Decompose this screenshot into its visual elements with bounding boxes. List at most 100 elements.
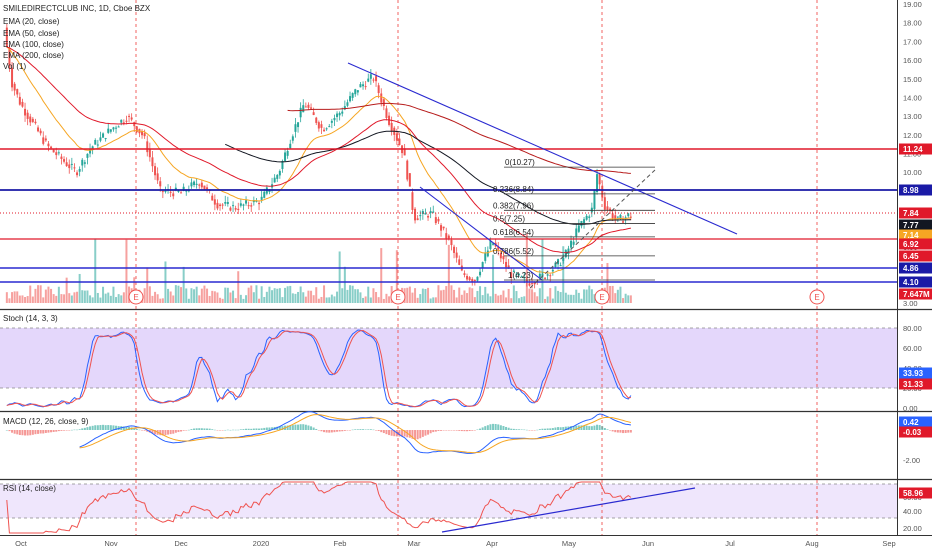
candle-body[interactable]	[531, 283, 534, 285]
candle-body[interactable]	[263, 191, 266, 198]
candle-body[interactable]	[239, 203, 242, 206]
candle-body[interactable]	[606, 206, 609, 210]
candle-body[interactable]	[588, 216, 591, 218]
candle-body[interactable]	[559, 265, 562, 267]
candle-body[interactable]	[304, 106, 307, 108]
candle-body[interactable]	[458, 259, 461, 265]
candle-body[interactable]	[510, 272, 513, 278]
candle-body[interactable]	[245, 200, 248, 204]
projection-dashed[interactable]	[529, 169, 656, 289]
candle-body[interactable]	[310, 107, 313, 109]
candle-body[interactable]	[297, 122, 300, 128]
candle-body[interactable]	[177, 190, 180, 192]
candle-body[interactable]	[94, 139, 97, 145]
earnings-badge[interactable]: E	[390, 289, 406, 305]
candle-body[interactable]	[193, 181, 196, 186]
candle-body[interactable]	[603, 197, 606, 210]
candle-body[interactable]	[520, 276, 523, 278]
earnings-badge[interactable]: E	[128, 289, 144, 305]
candle-body[interactable]	[281, 160, 284, 169]
candle-body[interactable]	[453, 246, 456, 253]
candle-body[interactable]	[473, 279, 476, 282]
candle-body[interactable]	[622, 221, 625, 223]
candle-body[interactable]	[198, 184, 201, 186]
candle-body[interactable]	[432, 211, 435, 213]
candle-body[interactable]	[484, 253, 487, 261]
candle-body[interactable]	[364, 86, 367, 88]
candle-body[interactable]	[109, 129, 112, 132]
candle-body[interactable]	[583, 219, 586, 224]
candle-body[interactable]	[367, 78, 370, 82]
candle-body[interactable]	[151, 157, 154, 167]
candle-body[interactable]	[195, 183, 198, 185]
candle-body[interactable]	[26, 112, 29, 119]
candle-body[interactable]	[505, 261, 508, 268]
candle-body[interactable]	[31, 118, 34, 122]
candle-body[interactable]	[73, 167, 76, 169]
candle-body[interactable]	[419, 215, 422, 217]
candle-body[interactable]	[336, 113, 339, 117]
candle-body[interactable]	[206, 187, 209, 190]
candle-body[interactable]	[21, 101, 24, 107]
time-axis[interactable]: Oct Nov Dec 2020 Feb Mar Apr May Jun Jul Aug Sep	[15, 539, 896, 548]
candle-body[interactable]	[148, 148, 151, 158]
candle-body[interactable]	[546, 274, 549, 276]
candle-body[interactable]	[585, 215, 588, 220]
stoch-k-line[interactable]	[6, 329, 632, 408]
candle-body[interactable]	[260, 196, 263, 200]
candle-body[interactable]	[343, 106, 346, 110]
candle-body[interactable]	[164, 190, 167, 192]
candle-body[interactable]	[180, 192, 183, 194]
ema200-line[interactable]	[287, 102, 631, 174]
candle-body[interactable]	[544, 277, 547, 279]
candle-body[interactable]	[234, 208, 237, 210]
candle-body[interactable]	[307, 104, 310, 108]
candle-body[interactable]	[572, 241, 575, 245]
candle-body[interactable]	[624, 217, 627, 219]
candle-body[interactable]	[323, 129, 326, 132]
candle-body[interactable]	[5, 27, 8, 47]
candle-body[interactable]	[224, 202, 227, 204]
candle-body[interactable]	[154, 166, 157, 176]
candle-body[interactable]	[11, 67, 14, 88]
candle-body[interactable]	[315, 117, 318, 123]
candle-body[interactable]	[349, 96, 352, 102]
rsi-line[interactable]	[6, 481, 632, 534]
candle-body[interactable]	[13, 83, 16, 91]
candle-body[interactable]	[338, 113, 341, 116]
candle-body[interactable]	[354, 89, 357, 95]
earnings-badge[interactable]: E	[809, 289, 825, 305]
candle-body[interactable]	[408, 173, 411, 187]
downtrend-line-2[interactable]	[419, 186, 543, 281]
candle-body[interactable]	[104, 138, 107, 140]
candle-body[interactable]	[24, 108, 27, 116]
candle-body[interactable]	[447, 235, 450, 239]
candle-body[interactable]	[185, 190, 188, 192]
candle-body[interactable]	[346, 102, 349, 106]
candle-body[interactable]	[130, 117, 133, 120]
candle-body[interactable]	[320, 124, 323, 128]
candle-body[interactable]	[619, 214, 622, 219]
candle-body[interactable]	[200, 182, 203, 188]
candle-body[interactable]	[333, 117, 336, 121]
candle-body[interactable]	[523, 277, 526, 279]
candle-body[interactable]	[60, 156, 63, 159]
candle-body[interactable]	[42, 137, 45, 144]
candle-body[interactable]	[65, 162, 68, 167]
candle-body[interactable]	[276, 175, 279, 179]
candle-body[interactable]	[411, 192, 414, 210]
candle-body[interactable]	[549, 275, 552, 277]
candle-body[interactable]	[362, 84, 365, 87]
candle-body[interactable]	[414, 208, 417, 221]
candle-body[interactable]	[502, 256, 505, 260]
candle-body[interactable]	[424, 213, 427, 215]
candle-body[interactable]	[55, 152, 58, 156]
candle-body[interactable]	[403, 148, 406, 156]
candle-body[interactable]	[107, 128, 110, 133]
candle-body[interactable]	[99, 137, 102, 141]
candle-body[interactable]	[83, 162, 86, 164]
candle-body[interactable]	[250, 205, 253, 207]
candle-body[interactable]	[182, 186, 185, 191]
candle-body[interactable]	[380, 93, 383, 103]
candle-body[interactable]	[395, 133, 398, 141]
